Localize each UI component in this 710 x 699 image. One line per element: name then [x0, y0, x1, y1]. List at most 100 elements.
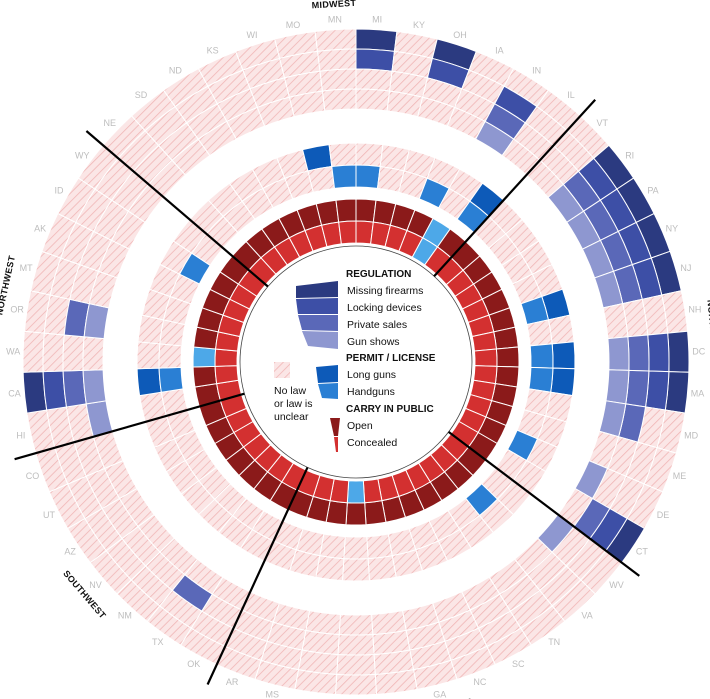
state-label-va: VA: [581, 611, 592, 621]
cell-gun-shows-ca: [82, 369, 107, 405]
region-dividers: [14, 98, 640, 685]
cell-handguns-nh: [526, 319, 553, 347]
cell-handguns-mi: [355, 164, 381, 189]
legend: REGULATION Missing firearms Locking devi…: [274, 269, 436, 452]
state-label-ga: GA: [433, 690, 446, 699]
legend-swatch-private-sales: [298, 315, 338, 331]
cell-private-sales-ca: [62, 369, 87, 408]
cell-private-sales-mn: [319, 68, 357, 92]
state-label-il: IL: [567, 90, 575, 100]
cell-handguns-ca: [158, 366, 184, 393]
state-label-nd: ND: [169, 65, 182, 75]
state-label-ma: MA: [691, 389, 705, 399]
cell-gun-shows-ma: [605, 369, 630, 405]
cell-private-sales-mi: [355, 68, 393, 92]
state-label-ct: CT: [636, 547, 648, 557]
state-label-ny: NY: [666, 223, 679, 233]
cell-handguns-mn: [331, 164, 357, 189]
region-divider: [206, 466, 309, 685]
legend-permit-title: PERMIT / LICENSE: [346, 353, 436, 364]
state-label-vt: VT: [596, 118, 608, 128]
cell-concealed-wa: [214, 348, 239, 367]
state-label-ms: MS: [266, 690, 280, 699]
legend-swatch-long-guns: [316, 365, 338, 383]
state-label-nj: NJ: [680, 263, 691, 273]
state-label-md: MD: [684, 430, 698, 440]
state-label-oh: OH: [453, 30, 467, 40]
region-divider: [433, 98, 597, 278]
state-label-ak: AK: [34, 223, 46, 233]
legend-item-open: Open: [347, 420, 373, 432]
state-label-dc: DC: [692, 346, 705, 356]
cell-gun-shows-or: [83, 303, 110, 340]
legend-item-concealed: Concealed: [347, 437, 397, 449]
state-labels: MI KY OH IA IN IL VT RI PA NY NJ NH DC MA MD ME DE CT WV VA…: [6, 15, 706, 699]
legend-swatch-open: [330, 418, 340, 436]
cell-missing-firearms-wa: [22, 330, 45, 373]
state-label-wy: WY: [75, 150, 90, 160]
cell-open-dc: [495, 346, 520, 368]
cell-long-guns-la: [341, 558, 371, 582]
cell-gun-shows-dc: [607, 336, 630, 371]
legend-item-locking-devices: Locking devices: [347, 302, 422, 314]
legend-item-missing-firearms: Missing firearms: [347, 285, 423, 297]
cell-open-mn: [335, 198, 357, 223]
cell-private-sales-dc: [627, 334, 650, 372]
state-label-tx: TX: [152, 637, 164, 647]
cell-locking-devices-dc: [647, 332, 670, 373]
rings-group: [22, 28, 690, 696]
cell-gun-shows-mn: [321, 88, 357, 112]
legend-regulation-title: REGULATION: [346, 269, 411, 280]
state-label-co: CO: [26, 471, 40, 481]
state-label-nh: NH: [688, 304, 701, 314]
cell-long-guns-ca: [136, 367, 162, 397]
state-label-fl: FL: [393, 697, 404, 699]
state-label-wa: WA: [6, 346, 20, 356]
state-label-sc: SC: [512, 659, 525, 669]
state-label-ri: RI: [625, 150, 634, 160]
state-label-me: ME: [673, 471, 687, 481]
cell-handguns-mo: [307, 165, 336, 193]
cell-long-guns-mi: [355, 142, 384, 168]
legend-item-handguns: Handguns: [347, 386, 395, 398]
cell-long-guns-fl: [367, 555, 397, 582]
cell-long-guns-nh: [547, 314, 575, 345]
cell-long-guns-wa: [136, 341, 161, 370]
state-label-de: DE: [657, 510, 670, 520]
state-label-mn: MN: [328, 15, 342, 25]
cell-locking-devices-la: [336, 653, 376, 676]
state-label-ok: OK: [187, 659, 200, 669]
cell-locking-devices-mn: [316, 48, 357, 72]
cell-long-guns-mn: [328, 142, 357, 168]
state-label-ca: CA: [8, 389, 21, 399]
state-label-mo: MO: [286, 20, 301, 30]
cell-open-la: [345, 502, 367, 526]
legend-swatch-no-law: [274, 362, 290, 378]
state-label-ky: KY: [413, 20, 425, 30]
cell-open-fl: [364, 500, 387, 526]
legend-no-law-line3: unclear: [274, 411, 309, 423]
state-label-wi: WI: [247, 30, 258, 40]
state-label-sd: SD: [135, 90, 148, 100]
cell-missing-firearms-mi: [355, 28, 398, 52]
cell-gun-shows-wa: [82, 336, 105, 371]
region-divider: [14, 392, 245, 461]
legend-no-law-line2: or law is: [274, 398, 313, 410]
state-label-or: OR: [10, 304, 24, 314]
state-label-al: AL: [308, 697, 319, 699]
region-divider: [85, 130, 269, 288]
cell-open-wa: [192, 346, 217, 368]
legend-swatch-missing-firearms: [296, 281, 338, 298]
cell-private-sales-la: [337, 633, 375, 656]
cell-concealed-dc: [473, 348, 498, 367]
cell-handguns-fl: [366, 533, 393, 560]
cell-open-mi: [355, 198, 377, 223]
state-label-mi: MI: [372, 15, 382, 25]
cell-open-ca: [192, 365, 218, 388]
state-label-az: AZ: [64, 547, 76, 557]
cell-handguns-la: [343, 536, 369, 560]
legend-no-law-line1: No law: [274, 385, 307, 397]
cell-long-guns-dc: [551, 341, 576, 370]
state-label-tn: TN: [548, 637, 560, 647]
